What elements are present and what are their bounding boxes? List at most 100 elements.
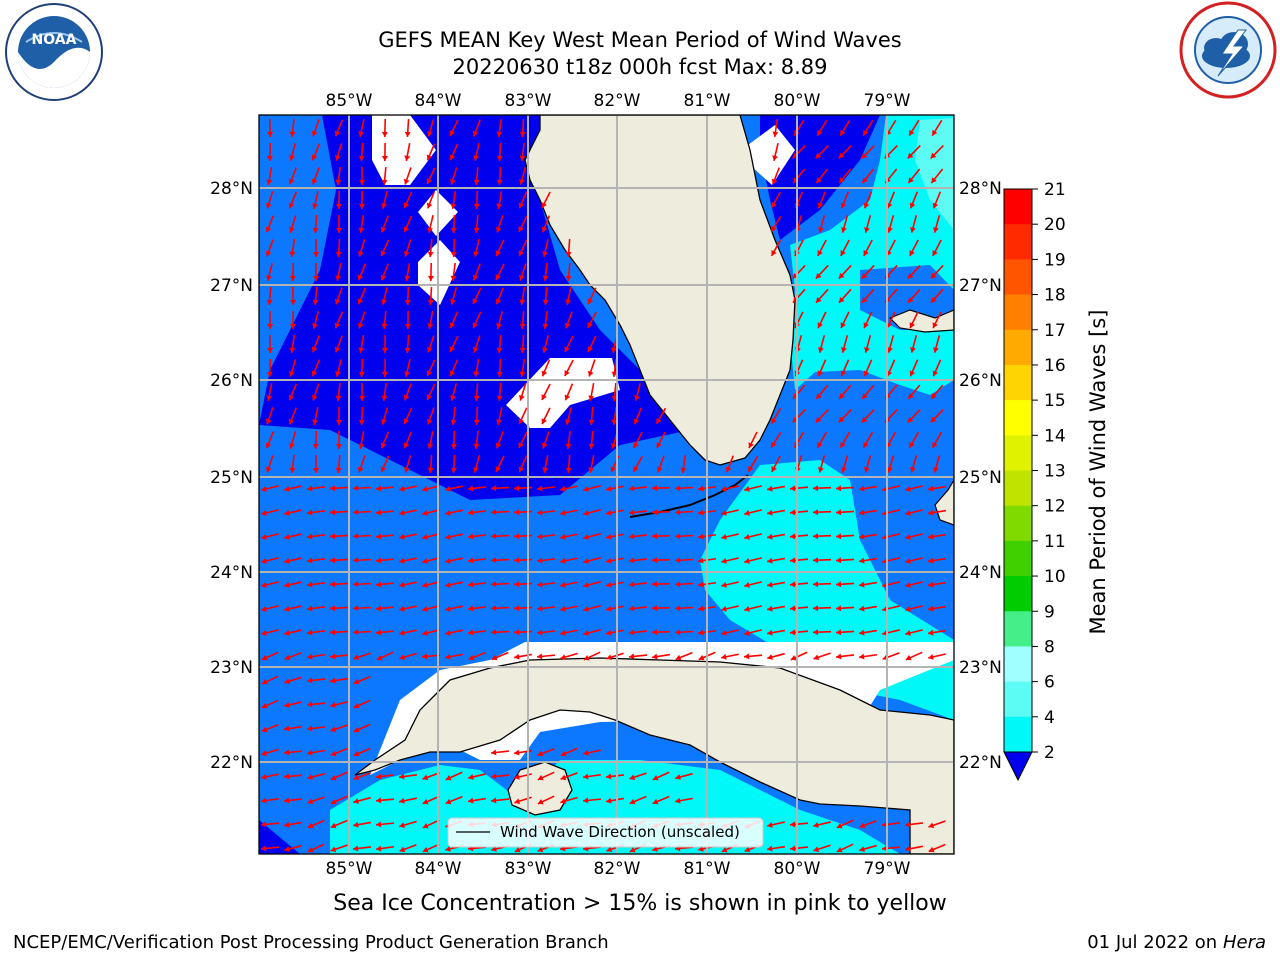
wave-direction-arrow — [265, 455, 274, 473]
wave-direction-arrow — [789, 533, 809, 540]
wave-direction-arrow — [427, 215, 434, 233]
wave-direction-arrow — [606, 629, 624, 636]
wave-direction-arrow — [927, 581, 947, 588]
wave-direction-arrow — [357, 287, 367, 305]
wave-direction-arrow — [403, 383, 412, 401]
wave-direction-arrow — [721, 557, 739, 564]
wave-direction-arrow — [449, 119, 459, 137]
lat-label: 24°N — [959, 563, 1002, 583]
wave-direction-arrow — [744, 557, 762, 564]
wave-direction-arrow — [864, 455, 872, 473]
wave-direction-arrow — [628, 557, 648, 564]
colorbar-segment — [1004, 681, 1032, 718]
wave-direction-arrow — [357, 455, 366, 473]
wave-direction-arrow — [490, 581, 510, 588]
wave-direction-arrow — [588, 430, 595, 450]
wave-direction-arrow — [329, 581, 349, 588]
wave-direction-arrow — [789, 581, 809, 588]
wave-direction-arrow — [583, 485, 601, 492]
wave-direction-arrow — [266, 142, 273, 162]
wave-direction-arrow — [496, 190, 503, 210]
wave-direction-arrow — [467, 629, 487, 636]
wave-direction-arrow — [375, 509, 395, 516]
wave-direction-arrow — [265, 431, 275, 449]
wave-direction-arrow — [352, 509, 372, 516]
wave-direction-arrow — [352, 845, 372, 852]
wave-direction-arrow — [334, 143, 343, 161]
wave-direction-arrow — [449, 335, 459, 353]
wave-direction-arrow — [306, 629, 326, 636]
colorbar-segment — [1004, 716, 1032, 753]
wave-direction-arrow — [261, 581, 279, 588]
wave-direction-arrow — [881, 845, 901, 852]
wave-direction-arrow — [265, 215, 275, 233]
wave-direction-arrow — [353, 821, 371, 828]
wave-direction-arrow — [790, 651, 808, 661]
wave-direction-arrow — [518, 431, 528, 449]
wave-direction-arrow — [861, 288, 875, 304]
wave-direction-arrow — [265, 191, 274, 209]
wave-direction-arrow — [927, 509, 947, 516]
lat-label: 23°N — [210, 658, 253, 678]
colorbar-tick-label: 17 — [1044, 321, 1066, 341]
wave-direction-arrow — [747, 455, 759, 473]
wave-direction-arrow — [836, 843, 854, 853]
wave-direction-arrow — [404, 143, 411, 161]
wave-direction-arrow — [359, 382, 366, 402]
wave-direction-arrow — [536, 581, 556, 588]
wave-direction-arrow — [652, 795, 670, 805]
wave-direction-arrow — [518, 407, 528, 425]
wave-direction-arrow — [313, 238, 320, 258]
lon-labels-bottom: 85°W 84°W 83°W 82°W 81°W 80°W 79°W — [326, 859, 911, 879]
wave-direction-arrow — [496, 118, 503, 138]
wave-direction-arrow — [445, 629, 463, 636]
wave-direction-arrow — [380, 263, 390, 281]
wave-direction-arrow — [473, 239, 480, 257]
wave-direction-arrow — [283, 797, 303, 804]
wave-direction-arrow — [335, 238, 342, 258]
wave-direction-arrow — [490, 485, 510, 492]
wave-direction-arrow — [289, 143, 297, 161]
lon-label: 83°W — [505, 859, 552, 879]
wave-direction-arrow — [932, 239, 942, 257]
wave-direction-arrow — [835, 653, 855, 660]
wave-direction-arrow — [375, 557, 395, 564]
wave-direction-arrow — [283, 725, 303, 732]
wave-direction-arrow — [932, 191, 942, 209]
wave-direction-arrow — [450, 287, 458, 305]
noaa-logo-text: NOAA — [32, 32, 77, 48]
wave-direction-arrow — [907, 288, 921, 304]
wave-direction-arrow — [744, 509, 762, 516]
wave-direction-arrow — [352, 533, 372, 540]
wave-direction-arrow — [422, 509, 440, 516]
wave-direction-arrow — [381, 382, 388, 402]
wave-direction-arrow — [565, 238, 572, 258]
wave-direction-arrow — [565, 454, 572, 474]
wave-direction-arrow — [467, 485, 487, 492]
wave-direction-arrow — [789, 821, 809, 828]
wave-direction-arrow — [632, 455, 644, 473]
lat-label: 24°N — [210, 563, 253, 583]
wave-direction-arrow — [611, 406, 618, 426]
wave-direction-arrow — [930, 408, 944, 424]
wave-direction-arrow — [789, 629, 809, 636]
wave-direction-arrow — [267, 334, 274, 354]
wave-direction-arrow — [674, 485, 694, 492]
wave-direction-arrow — [445, 509, 463, 516]
wave-direction-arrow — [449, 359, 459, 377]
wave-direction-arrow — [403, 407, 413, 425]
wave-direction-arrow — [560, 652, 578, 661]
wave-direction-arrow — [358, 119, 365, 137]
wave-direction-arrow — [398, 773, 418, 780]
wave-direction-arrow — [266, 263, 273, 281]
wave-direction-arrow — [518, 383, 527, 401]
wave-direction-arrow — [674, 533, 694, 540]
wave-direction-arrow — [680, 454, 687, 474]
wave-direction-arrow — [675, 772, 693, 780]
wave-direction-arrow — [674, 605, 694, 612]
colorbar-segment — [1004, 259, 1032, 296]
wave-direction-arrow — [427, 286, 434, 306]
wave-direction-arrow — [353, 723, 371, 733]
wave-direction-arrow — [633, 431, 643, 449]
wave-direction-arrow — [422, 629, 440, 636]
